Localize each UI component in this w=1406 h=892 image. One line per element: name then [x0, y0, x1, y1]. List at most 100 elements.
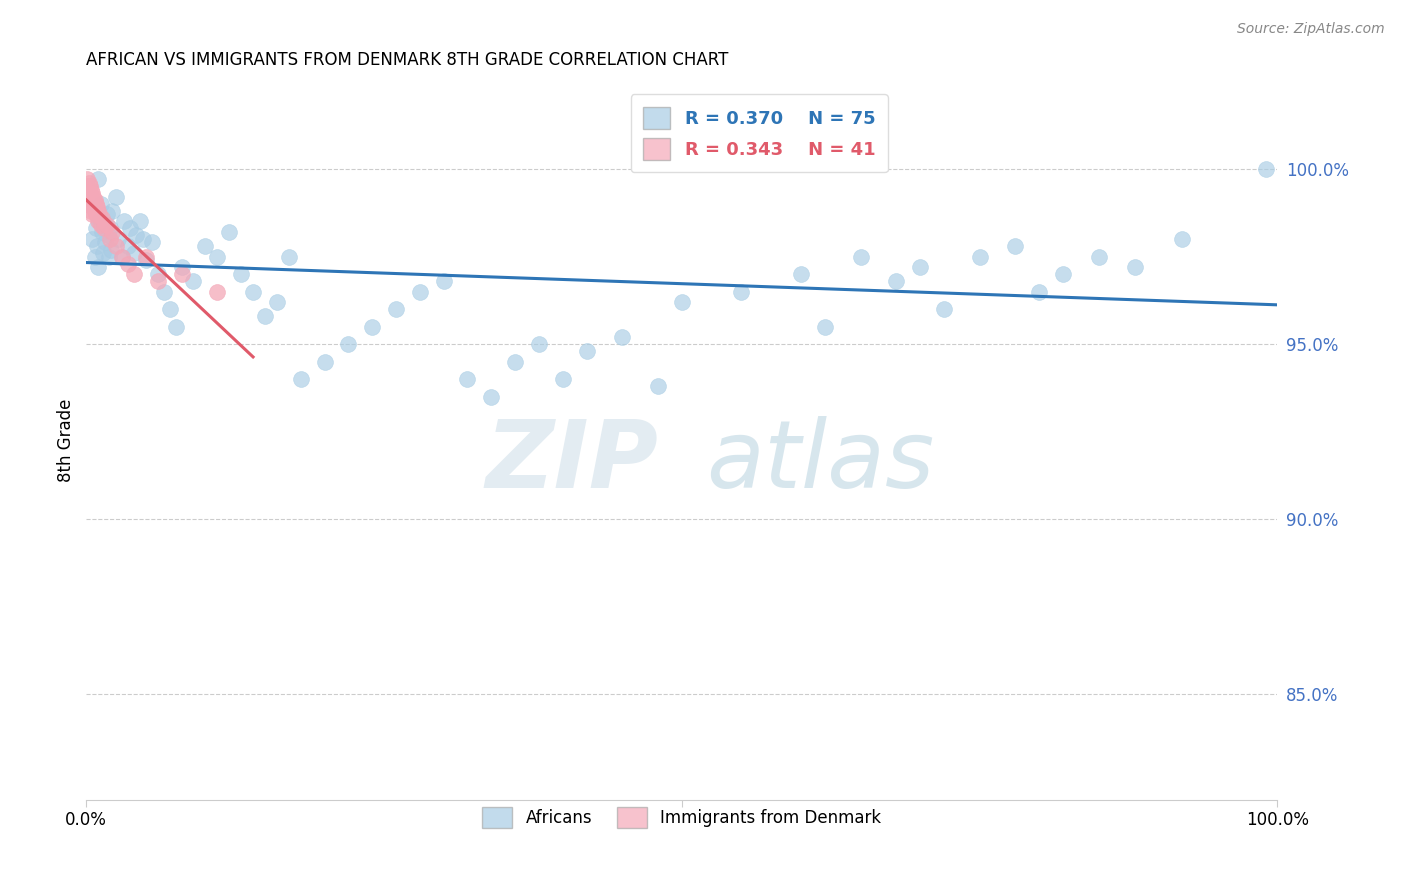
Point: [77, 183, 100, 197]
Point: [551, 372, 574, 386]
Point: [82, 197, 104, 211]
Point: [409, 285, 432, 299]
Point: [337, 337, 360, 351]
Point: [1123, 260, 1146, 274]
Point: [82, 201, 104, 215]
Point: [93, 221, 115, 235]
Point: [128, 214, 150, 228]
Point: [146, 274, 169, 288]
Text: AFRICAN VS IMMIGRANTS FROM DENMARK 8TH GRADE CORRELATION CHART: AFRICAN VS IMMIGRANTS FROM DENMARK 8TH G…: [86, 51, 728, 69]
Point: [84, 221, 107, 235]
Y-axis label: 8th Grade: 8th Grade: [58, 399, 75, 482]
Point: [117, 239, 139, 253]
Point: [76, 179, 98, 194]
Point: [814, 319, 837, 334]
Point: [194, 239, 217, 253]
Point: [90, 218, 112, 232]
Point: [80, 183, 103, 197]
Point: [111, 250, 134, 264]
Legend: Africans, Immigrants from Denmark: Africans, Immigrants from Denmark: [475, 801, 889, 834]
Point: [105, 190, 128, 204]
Point: [83, 194, 105, 208]
Point: [908, 260, 931, 274]
Point: [1171, 232, 1194, 246]
Point: [76, 172, 98, 186]
Point: [207, 250, 229, 264]
Point: [170, 267, 193, 281]
Point: [314, 354, 336, 368]
Point: [89, 207, 111, 221]
Point: [111, 250, 134, 264]
Point: [361, 319, 384, 334]
Point: [207, 285, 229, 299]
Point: [117, 256, 139, 270]
Point: [82, 207, 104, 221]
Point: [135, 250, 157, 264]
Point: [290, 372, 312, 386]
Point: [84, 207, 107, 221]
Point: [183, 274, 205, 288]
Point: [884, 274, 907, 288]
Point: [849, 250, 872, 264]
Point: [122, 246, 145, 260]
Point: [242, 285, 264, 299]
Point: [98, 232, 121, 246]
Point: [79, 179, 101, 194]
Point: [79, 197, 101, 211]
Point: [101, 204, 124, 219]
Point: [100, 243, 122, 257]
Point: [86, 201, 108, 215]
Point: [82, 232, 104, 246]
Point: [1028, 285, 1050, 299]
Point: [730, 285, 752, 299]
Point: [790, 267, 813, 281]
Point: [77, 197, 100, 211]
Point: [165, 319, 187, 334]
Point: [969, 250, 991, 264]
Point: [98, 221, 121, 235]
Point: [122, 267, 145, 281]
Point: [76, 186, 98, 201]
Point: [90, 197, 112, 211]
Point: [89, 214, 111, 228]
Point: [218, 225, 240, 239]
Point: [433, 274, 456, 288]
Point: [132, 232, 155, 246]
Point: [456, 372, 478, 386]
Point: [1088, 250, 1111, 264]
Point: [105, 239, 128, 253]
Point: [120, 221, 142, 235]
Point: [385, 301, 408, 316]
Point: [96, 207, 118, 221]
Point: [90, 225, 112, 239]
Point: [1004, 239, 1026, 253]
Point: [87, 172, 110, 186]
Point: [671, 295, 693, 310]
Point: [101, 225, 124, 239]
Point: [479, 390, 502, 404]
Point: [90, 211, 112, 225]
Point: [1254, 161, 1277, 176]
Point: [253, 309, 276, 323]
Point: [141, 235, 163, 250]
Point: [107, 232, 129, 246]
Point: [170, 260, 193, 274]
Point: [647, 379, 669, 393]
Point: [152, 285, 174, 299]
Point: [527, 337, 550, 351]
Text: Source: ZipAtlas.com: Source: ZipAtlas.com: [1237, 22, 1385, 37]
Point: [96, 218, 118, 232]
Point: [77, 190, 100, 204]
Point: [503, 354, 526, 368]
Text: atlas: atlas: [706, 417, 934, 508]
Point: [612, 330, 634, 344]
Point: [87, 260, 110, 274]
Point: [93, 218, 115, 232]
Point: [82, 190, 104, 204]
Point: [87, 204, 110, 219]
Point: [82, 186, 104, 201]
Point: [231, 267, 253, 281]
Point: [83, 250, 105, 264]
Point: [125, 228, 148, 243]
Point: [84, 197, 107, 211]
